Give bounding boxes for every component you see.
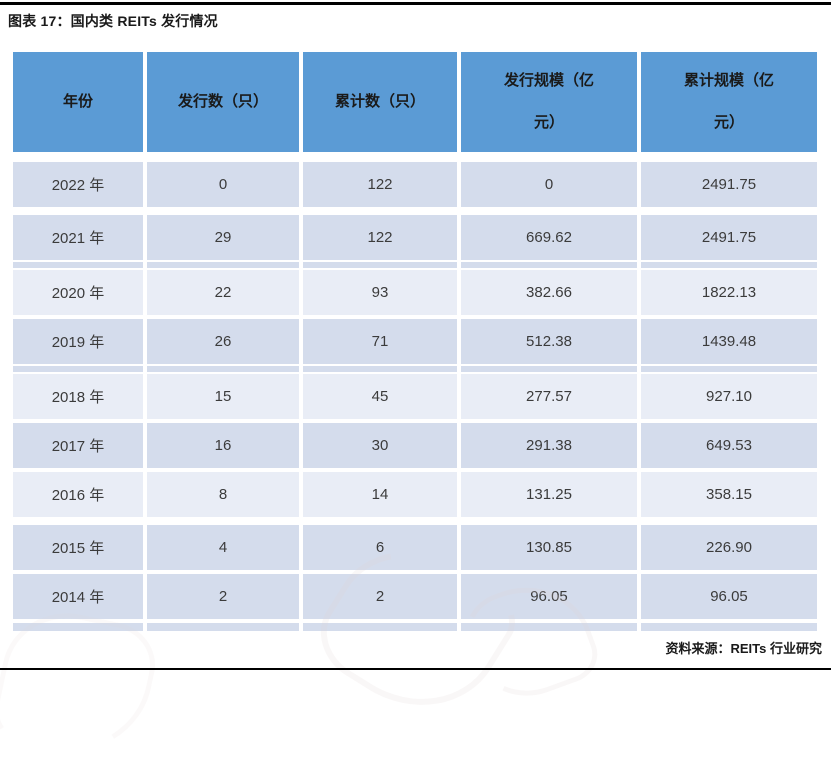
issued-count-cell: 4: [147, 525, 299, 570]
row-fragment: [13, 623, 817, 631]
table-row-2021: 2021 年 29 122 669.62 2491.75: [13, 215, 817, 260]
cumulative-scale-cell: 2491.75: [641, 162, 817, 207]
issued-count-cell: 26: [147, 319, 299, 364]
figure-title: 图表 17：国内类 REITs 发行情况: [8, 13, 218, 29]
cumulative-count-cell: 14: [303, 472, 457, 517]
cumulative-scale-cell: 649.53: [641, 423, 817, 468]
issued-count-cell: 8: [147, 472, 299, 517]
cumulative-count-cell: 122: [303, 215, 457, 260]
table-row-2018: 2018 年 15 45 277.57 927.10: [13, 374, 817, 419]
issued-count-cell: 29: [147, 215, 299, 260]
issuance-scale-cell: 96.05: [461, 574, 637, 619]
header-cumulative-scale-line2: 元）: [713, 114, 744, 131]
cumulative-scale-cell: 96.05: [641, 574, 817, 619]
cumulative-scale-cell: 2491.75: [641, 215, 817, 260]
year-cell: 2016 年: [13, 472, 143, 517]
cumulative-count-cell: 6: [303, 525, 457, 570]
cumulative-scale-cell: 1822.13: [641, 270, 817, 315]
table-row-2020: 2020 年 22 93 382.66 1822.13: [13, 270, 817, 315]
table-row-2019: 2019 年 26 71 512.38 1439.48: [13, 319, 817, 364]
issuance-scale-cell: 669.62: [461, 215, 637, 260]
header-issuance-scale-line1: 发行规模（亿: [503, 72, 594, 89]
cumulative-scale-cell: 1439.48: [641, 319, 817, 364]
cumulative-count-cell: 2: [303, 574, 457, 619]
year-cell: 2022 年: [13, 162, 143, 207]
year-cell: 2014 年: [13, 574, 143, 619]
row-fragment: [13, 262, 817, 268]
cumulative-count-cell: 45: [303, 374, 457, 419]
issuance-scale-cell: 382.66: [461, 270, 637, 315]
issued-count-cell: 15: [147, 374, 299, 419]
issuance-scale-cell: 130.85: [461, 525, 637, 570]
issuance-scale-cell: 512.38: [461, 319, 637, 364]
year-cell: 2020 年: [13, 270, 143, 315]
issuance-scale-cell: 0: [461, 162, 637, 207]
header-cumulative-count-label: 累计数（只）: [334, 93, 425, 110]
table-row-2022: 2022 年 0 122 0 2491.75: [13, 162, 817, 207]
year-cell: 2018 年: [13, 374, 143, 419]
issuance-scale-cell: 131.25: [461, 472, 637, 517]
reits-issuance-table: 年份 发行数（只） 累计数（只） 发行规模（亿 元） 累计规模（亿 元） 202…: [13, 52, 817, 631]
bottom-divider: [0, 668, 831, 670]
row-fragment: [13, 366, 817, 372]
header-issued-count: 发行数（只）: [147, 52, 299, 152]
header-year: 年份: [13, 52, 143, 152]
table-row-2015: 2015 年 4 6 130.85 226.90: [13, 525, 817, 570]
header-issued-count-label: 发行数（只）: [177, 93, 268, 110]
source-note: 资料来源：REITs 行业研究: [665, 641, 823, 656]
header-cumulative-scale-line1: 累计规模（亿: [683, 72, 774, 89]
cumulative-scale-cell: 358.15: [641, 472, 817, 517]
table-row-2016: 2016 年 8 14 131.25 358.15: [13, 472, 817, 517]
cumulative-scale-cell: 927.10: [641, 374, 817, 419]
header-issuance-scale: 发行规模（亿 元）: [461, 52, 637, 152]
issued-count-cell: 0: [147, 162, 299, 207]
header-cumulative-count: 累计数（只）: [303, 52, 457, 152]
table-row-2014: 2014 年 2 2 96.05 96.05: [13, 574, 817, 619]
cumulative-count-cell: 71: [303, 319, 457, 364]
year-cell: 2017 年: [13, 423, 143, 468]
issuance-scale-cell: 277.57: [461, 374, 637, 419]
cumulative-scale-cell: 226.90: [641, 525, 817, 570]
issued-count-cell: 2: [147, 574, 299, 619]
table-row-2017: 2017 年 16 30 291.38 649.53: [13, 423, 817, 468]
cumulative-count-cell: 122: [303, 162, 457, 207]
issuance-scale-cell: 291.38: [461, 423, 637, 468]
header-issuance-scale-line2: 元）: [533, 114, 564, 131]
issued-count-cell: 22: [147, 270, 299, 315]
top-divider: [0, 2, 831, 5]
year-cell: 2015 年: [13, 525, 143, 570]
year-cell: 2019 年: [13, 319, 143, 364]
year-cell: 2021 年: [13, 215, 143, 260]
header-cumulative-scale: 累计规模（亿 元）: [641, 52, 817, 152]
issued-count-cell: 16: [147, 423, 299, 468]
header-year-label: 年份: [62, 93, 93, 110]
table-header-row: 年份 发行数（只） 累计数（只） 发行规模（亿 元） 累计规模（亿 元）: [13, 52, 817, 152]
cumulative-count-cell: 30: [303, 423, 457, 468]
cumulative-count-cell: 93: [303, 270, 457, 315]
